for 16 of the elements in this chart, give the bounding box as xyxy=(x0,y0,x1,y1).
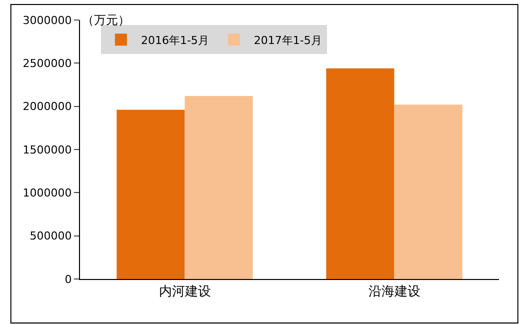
legend-label: 2016年1-5月 xyxy=(140,34,209,47)
y-tick-label: 1000000 xyxy=(22,186,72,200)
y-tick-label: 0 xyxy=(64,272,72,286)
bar xyxy=(116,110,185,279)
x-tick-label: 沿海建设 xyxy=(368,284,420,300)
y-axis-title: （万元） xyxy=(82,13,130,27)
y-tick-label: 1500000 xyxy=(22,143,72,156)
y-tick-label: 3000000 xyxy=(22,14,72,27)
y-tick-label: 500000 xyxy=(30,230,72,243)
y-tick-label: 2500000 xyxy=(22,57,72,70)
y-tick-label: 2000000 xyxy=(22,100,72,114)
bar xyxy=(394,104,462,279)
legend-label: 2017年1-5月 xyxy=(254,34,322,47)
x-tick-label: 内河建设 xyxy=(158,284,211,300)
bar xyxy=(184,96,253,279)
bar xyxy=(326,68,394,279)
